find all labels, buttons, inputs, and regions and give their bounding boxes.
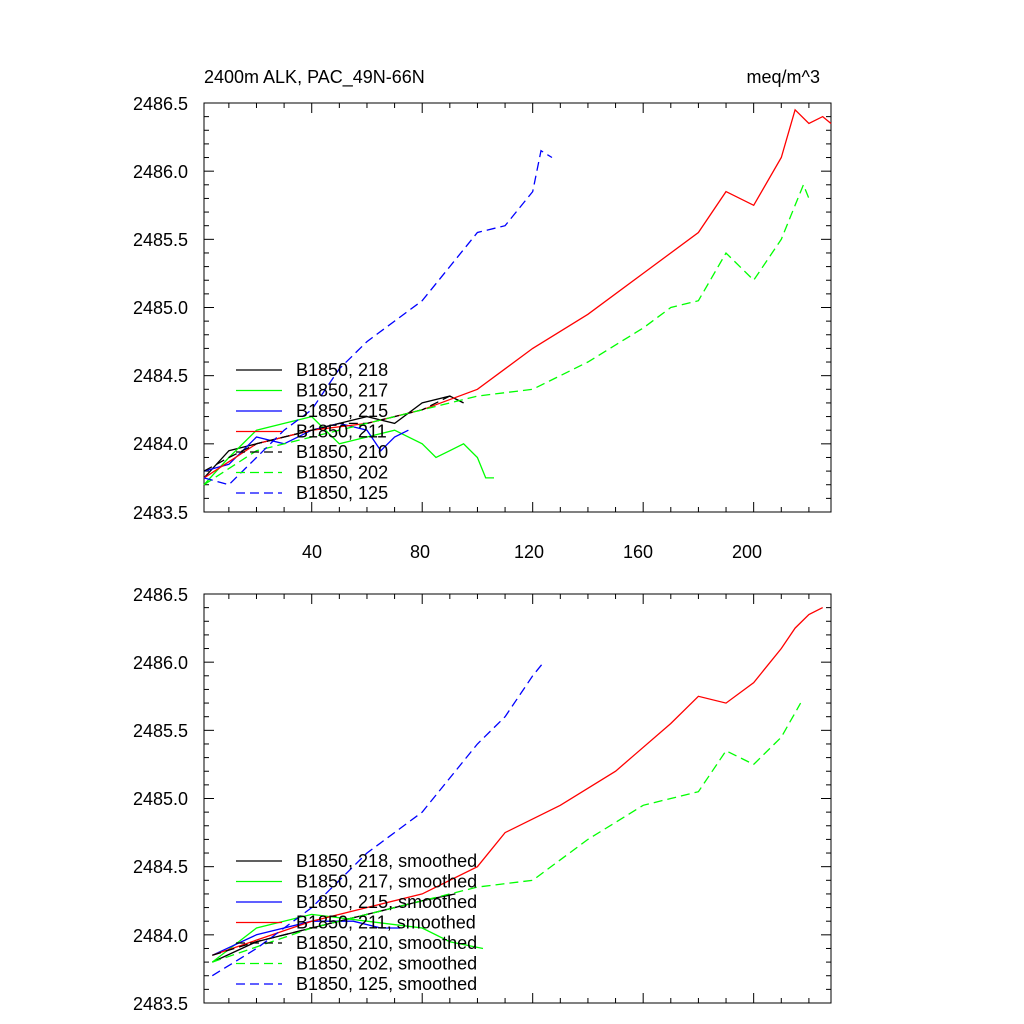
series-line (203, 415, 494, 486)
series-line (212, 920, 401, 956)
x-tick-label: 80 (410, 542, 430, 562)
y-tick-label: 2486.0 (133, 162, 188, 182)
series-lines (211, 607, 823, 977)
x-tick-label: 200 (732, 542, 762, 562)
units-label: meq/m^3 (747, 67, 820, 87)
legend-label: B1850, 218 (296, 360, 388, 380)
legend-label: B1850, 202 (296, 463, 388, 483)
x-tick-labels: 40 80 120 160 200 (302, 542, 762, 562)
y-tick-label: 2486.5 (133, 94, 188, 114)
series-line (211, 913, 484, 963)
y-tick-label: 2485.0 (133, 789, 188, 809)
bottom-panel: 2486.5 2486.0 2485.5 2485.0 2484.5 2484.… (133, 585, 832, 1014)
y-tick-label: 2485.0 (133, 298, 188, 318)
y-tick-label: 2484.5 (133, 857, 188, 877)
legend-label: B1850, 218, smoothed (296, 851, 477, 871)
legend-label: B1850, 217, smoothed (296, 872, 477, 892)
y-tick-label: 2485.5 (133, 721, 188, 741)
legend-label: B1850, 125 (296, 483, 388, 503)
y-tick-label: 2486.0 (133, 653, 188, 673)
series-line (203, 108, 832, 479)
y-tick-label: 2485.5 (133, 230, 188, 250)
series-lines (203, 108, 832, 486)
series-line (203, 149, 553, 486)
legend-label: B1850, 215, smoothed (296, 892, 477, 912)
y-tick-labels: 2486.5 2486.0 2485.5 2485.0 2484.5 2484.… (133, 585, 188, 1014)
legend-label: B1850, 210, smoothed (296, 933, 477, 953)
tick-marks (204, 593, 831, 1004)
x-tick-label: 40 (302, 542, 322, 562)
series-line (212, 607, 823, 956)
y-tick-label: 2484.0 (133, 926, 188, 946)
legend-label: B1850, 202, smoothed (296, 954, 477, 974)
y-tick-label: 2484.0 (133, 434, 188, 454)
legend-label: B1850, 211, smoothed (296, 913, 476, 933)
legend-label: B1850, 217 (296, 381, 388, 401)
series-line (203, 395, 464, 472)
legend-label: B1850, 211 (296, 422, 387, 442)
y-tick-labels: 2486.5 2486.0 2485.5 2485.0 2484.5 2484.… (133, 94, 188, 523)
series-line (211, 661, 545, 977)
legend-label: B1850, 125, smoothed (296, 974, 477, 994)
top-panel: 2400m ALK, PAC_49N-66N meq/m^3 2486.5 24… (133, 67, 832, 562)
y-tick-label: 2483.5 (133, 503, 188, 523)
series-line (203, 183, 810, 486)
tick-marks (204, 102, 831, 513)
legend-label: B1850, 210 (296, 442, 388, 462)
chart-title: 2400m ALK, PAC_49N-66N (204, 67, 425, 88)
y-tick-label: 2486.5 (133, 585, 188, 605)
series-line (212, 702, 802, 963)
y-tick-label: 2483.5 (133, 994, 188, 1014)
y-tick-label: 2484.5 (133, 366, 188, 386)
legend-label: B1850, 215 (296, 401, 388, 421)
x-tick-label: 120 (514, 542, 544, 562)
x-tick-label: 160 (623, 542, 653, 562)
